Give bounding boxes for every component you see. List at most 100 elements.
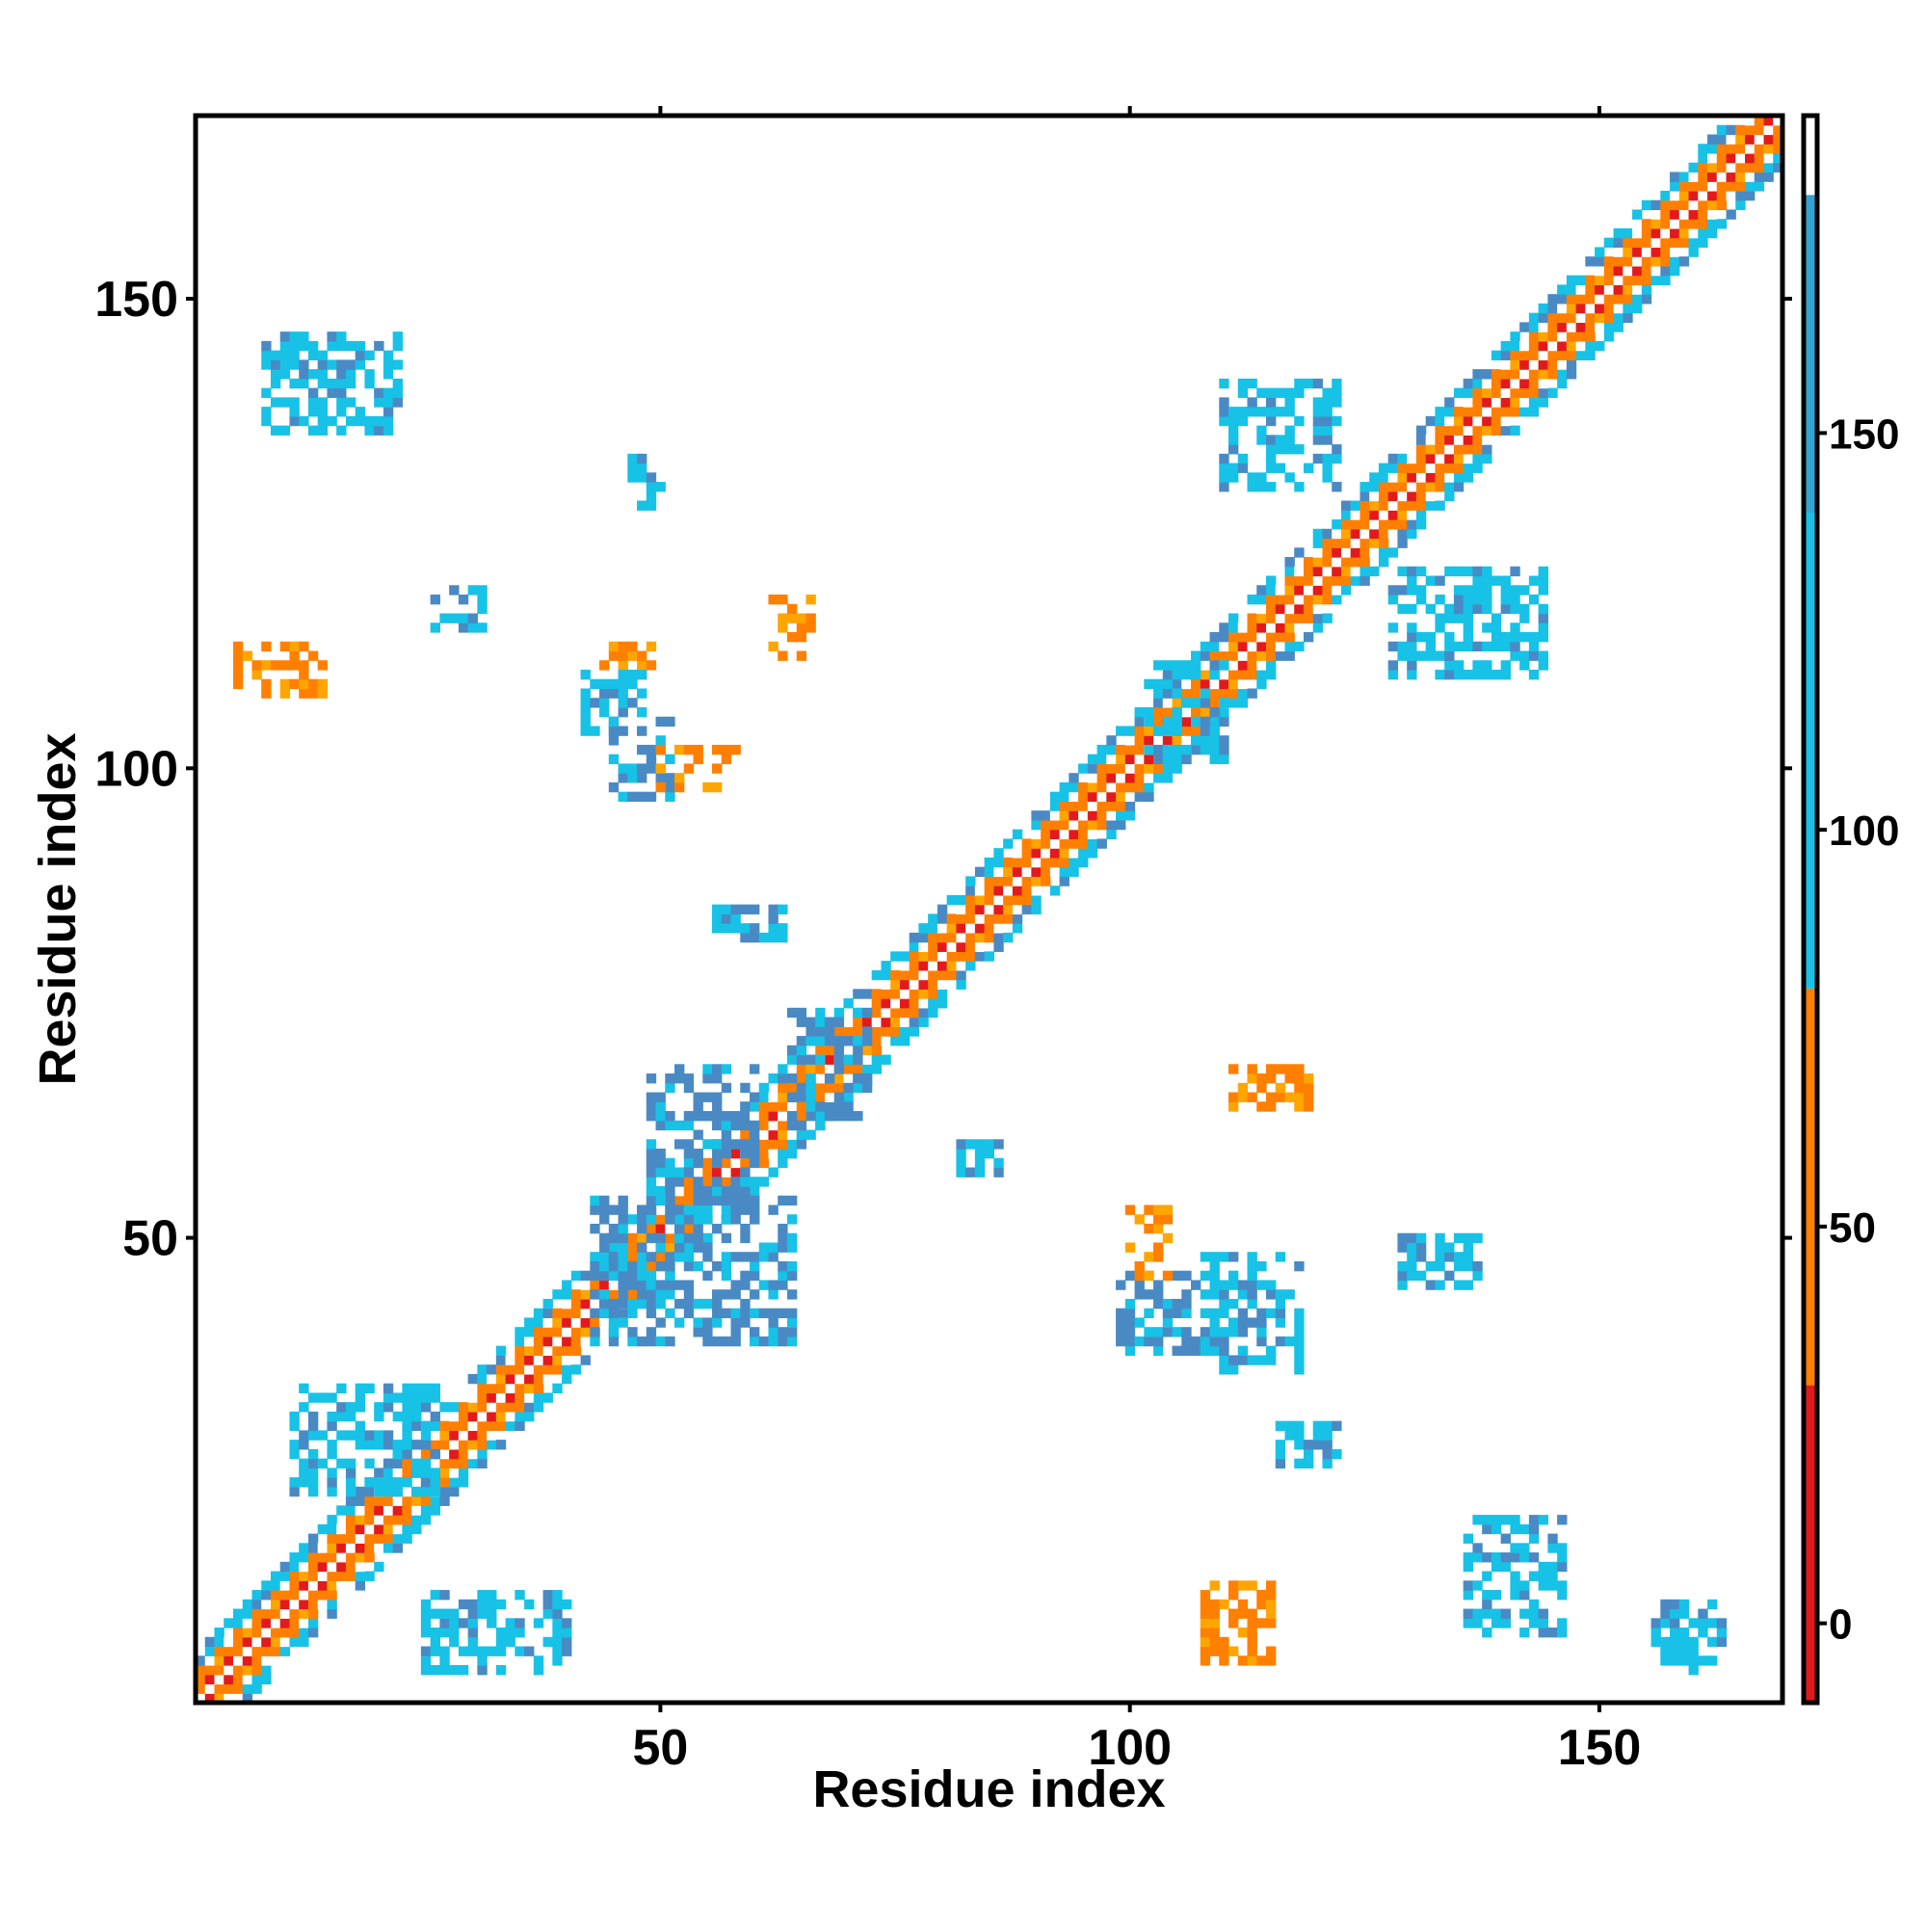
diagonal-cell — [881, 989, 891, 999]
contact-cell — [420, 1618, 432, 1628]
diagonal-cell — [1595, 265, 1605, 277]
diagonal-cell — [570, 1270, 582, 1282]
diagonal-cell — [909, 941, 920, 952]
contact-cell — [768, 913, 779, 924]
contact-cell — [824, 1026, 835, 1037]
diagonal-cell — [1670, 237, 1680, 249]
contact-cell — [956, 1149, 966, 1159]
diagonal-cell — [495, 1383, 507, 1393]
contact-cell — [1482, 585, 1492, 595]
contact-cell — [562, 1646, 572, 1656]
diagonal-cell — [890, 1017, 901, 1027]
diagonal-cell — [458, 1440, 469, 1450]
diagonal-cell — [815, 1073, 826, 1084]
colorbar-band — [1804, 988, 1817, 1386]
diagonal-cell — [1453, 435, 1465, 445]
contact-cell — [1425, 1260, 1437, 1272]
diagonal-cell — [881, 1007, 891, 1019]
diagonal-cell — [1726, 144, 1736, 154]
contact-cell — [580, 716, 591, 728]
diagonal-cell — [833, 1026, 845, 1037]
contact-cell — [1247, 482, 1257, 492]
diagonal-cell — [232, 1608, 244, 1619]
contact-cell — [758, 1242, 770, 1253]
diagonal-cell — [1641, 247, 1652, 257]
contact-cell — [1284, 444, 1295, 455]
contact-cell — [1284, 397, 1295, 408]
diagonal-cell — [1698, 190, 1708, 201]
contact-cell — [778, 1195, 788, 1206]
diagonal-cell — [815, 1082, 826, 1094]
contact-cell — [505, 1618, 515, 1628]
contact-cell — [355, 1430, 366, 1441]
diagonal-cell — [758, 1149, 770, 1159]
diagonal-cell — [1726, 134, 1736, 145]
diagonal-cell — [1425, 472, 1437, 483]
diagonal-cell — [1510, 387, 1520, 398]
diagonal-cell — [1350, 575, 1361, 586]
contact-cell — [1538, 1628, 1548, 1638]
contact-cell — [289, 331, 300, 342]
diagonal-cell — [279, 1599, 291, 1610]
diagonal-cell — [993, 904, 1004, 914]
contact-cell — [1256, 1618, 1267, 1628]
contact-cell — [299, 1477, 309, 1488]
contact-cell — [1153, 688, 1164, 699]
contact-cell — [627, 698, 638, 708]
contact-cell — [984, 1139, 994, 1150]
contact-cell — [655, 1280, 666, 1290]
diagonal-cell — [1049, 838, 1061, 849]
contact-cell — [345, 378, 356, 389]
contact-cell — [683, 1214, 695, 1225]
diagonal-cell — [1745, 144, 1755, 154]
diagonal-cell — [1284, 575, 1295, 586]
contact-cell — [786, 603, 798, 615]
contact-cell — [1247, 1618, 1257, 1628]
contact-cell — [317, 660, 329, 671]
diagonal-cell — [383, 1505, 394, 1516]
contact-cell — [637, 1204, 647, 1215]
diagonal-cell — [1312, 613, 1324, 623]
contact-cell — [712, 904, 723, 914]
diagonal-cell — [307, 1543, 319, 1553]
contact-cell — [477, 603, 488, 615]
diagonal-cell — [655, 1204, 666, 1215]
diagonal-cell — [355, 1486, 366, 1497]
diagonal-cell — [495, 1392, 507, 1403]
contact-cell — [1322, 1440, 1333, 1450]
diagonal-cell — [355, 1505, 366, 1516]
diagonal-cell — [524, 1327, 535, 1337]
diagonal-cell — [1340, 528, 1352, 540]
diagonal-cell — [1415, 453, 1427, 464]
contact-cell — [702, 1336, 713, 1347]
contact-cell — [420, 1468, 432, 1478]
diagonal-cell — [1284, 632, 1295, 643]
contact-cell — [1181, 1336, 1192, 1347]
diagonal-cell — [1482, 378, 1492, 389]
diagonal-cell — [1716, 162, 1728, 173]
diagonal-cell — [1369, 500, 1380, 511]
contact-cell — [1482, 660, 1492, 671]
contact-cell — [317, 359, 329, 370]
contact-cell — [1209, 1580, 1220, 1591]
contact-cell — [778, 1280, 788, 1290]
contact-cell — [655, 1336, 666, 1347]
diagonal-cell — [1059, 810, 1069, 821]
contact-cell — [627, 773, 638, 783]
contact-cell — [1247, 472, 1257, 483]
contact-cell — [1153, 1242, 1164, 1253]
diagonal-cell — [562, 1345, 572, 1357]
diagonal-cell — [580, 1289, 591, 1300]
diagonal-cell — [196, 1655, 206, 1666]
contact-cell — [712, 1139, 723, 1150]
contact-cell — [402, 1411, 412, 1422]
contact-cell — [477, 1655, 488, 1666]
diagonal-cell — [289, 1580, 300, 1591]
contact-cell — [712, 1073, 723, 1084]
contact-cell — [392, 359, 404, 370]
contact-cell — [1228, 1355, 1239, 1365]
diagonal-cell — [1463, 435, 1473, 445]
contact-cell — [1444, 1252, 1455, 1262]
contact-cell — [618, 1204, 628, 1215]
diagonal-cell — [778, 1139, 788, 1150]
